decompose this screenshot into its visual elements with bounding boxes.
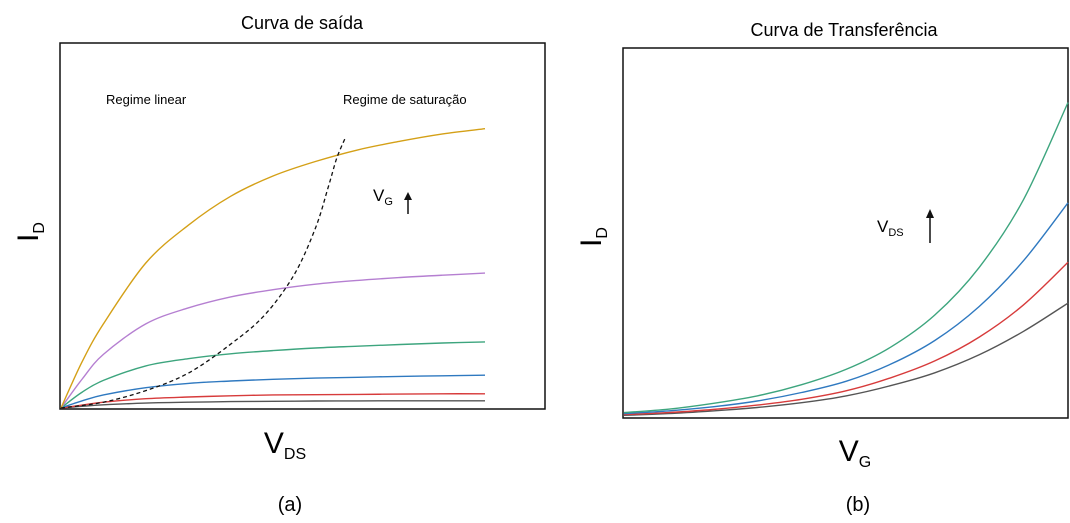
panel-b-series-line-4 [623,102,1069,414]
panel-b-series-line-3 [623,202,1069,415]
panel-a-series-line-6 [60,128,486,409]
panel-a-series-line-5 [60,272,486,409]
panel-b-x-main: V [839,435,859,468]
panel-a-x-main: V [264,427,284,460]
panel-b-y-sub: D [594,227,611,239]
panel-b-up-arrow-icon [926,209,934,243]
panel-b-arrow-label: VDS [877,217,904,239]
panel-b-label: (b) [846,494,870,516]
panel-a-up-arrow-icon [404,192,412,214]
panel-b-y-axis-label: ID [575,227,611,247]
panel-a-series-line-1 [60,400,485,409]
panel-b-title: Curva de Transferência [750,20,938,40]
panel-a-title: Curva de saída [241,13,364,33]
panel-a-saturation-label: Regime de saturação [343,92,467,107]
panel-b-series [623,102,1069,416]
panel-a: Curva de saída Regime linear Regime de s… [12,13,546,516]
panel-b-x-axis-label: VG [839,435,871,471]
panel-a-x-axis-label: VDS [264,427,306,463]
panel-a-arrow-label-sub: G [384,196,393,208]
panel-b-arrow-label-sub: DS [888,227,903,239]
panel-a-series [60,128,486,409]
panel-a-series-line-4 [60,341,486,409]
panel-a-series-line-3 [60,374,486,409]
panel-a-linear-label: Regime linear [106,92,187,107]
panel-a-plot-frame [59,42,546,410]
panel-a-arrow-label: VG [373,186,393,208]
panel-b-series-line-2 [623,261,1069,416]
panel-a-label: (a) [278,494,302,516]
panel-a-y-axis-label: ID [12,222,48,242]
panel-b-plot-frame [622,47,1069,419]
panel-a-x-sub: DS [284,446,306,463]
panel-b-y-main: I [575,239,608,247]
panel-b-arrow-label-main: V [877,217,889,236]
panel-a-arrow-label-main: V [373,186,385,205]
panel-b-series-line-1 [623,302,1069,416]
panel-b: Curva de Transferência VDS ID VG (b) [575,20,1069,516]
panel-a-series-line-2 [60,393,486,409]
panel-a-boundary-dashed-line [60,138,346,409]
panel-a-y-sub: D [31,222,48,234]
panel-b-x-sub: G [859,454,871,471]
panel-a-y-main: I [12,234,45,242]
